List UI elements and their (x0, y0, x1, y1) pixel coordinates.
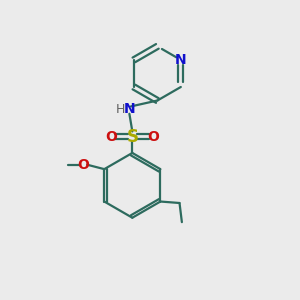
Text: H: H (116, 103, 125, 116)
Text: O: O (78, 158, 90, 172)
Text: O: O (148, 130, 160, 144)
Text: N: N (124, 102, 135, 116)
Text: O: O (105, 130, 117, 144)
Text: N: N (175, 53, 187, 67)
Text: S: S (126, 128, 138, 146)
